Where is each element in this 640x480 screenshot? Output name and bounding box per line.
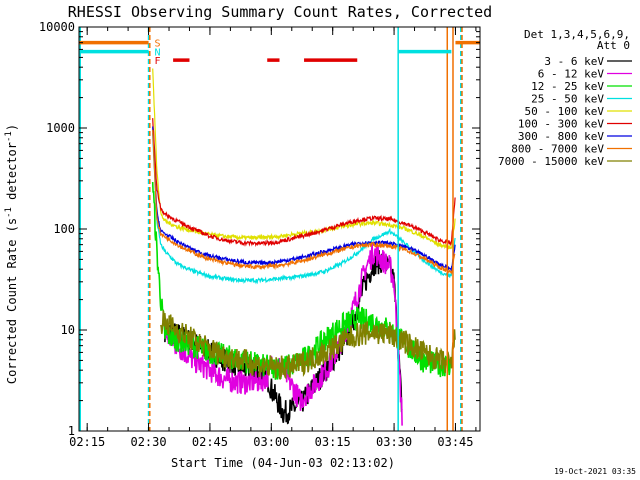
legend-label-9: 7000 - 15000 keV bbox=[498, 155, 604, 168]
y-tick-label-4: 1000 bbox=[46, 121, 75, 135]
y-axis-label: Corrected Count Rate (s-1 detector-1) bbox=[4, 124, 19, 384]
x-axis-label: Start Time (04-Jun-03 02:13:02) bbox=[171, 456, 395, 470]
x-tick-label-1: 02:15 bbox=[69, 435, 105, 449]
y-tick-label-1: 1 bbox=[68, 424, 75, 438]
flag-label-n: N bbox=[155, 48, 161, 59]
x-tick-label-7: 03:45 bbox=[437, 435, 473, 449]
x-tick-label-2: 02:30 bbox=[130, 435, 166, 449]
series-layer bbox=[151, 68, 456, 426]
flag-label-f: F bbox=[155, 56, 161, 67]
legend-label-3: 12 - 25 keV bbox=[531, 80, 604, 93]
y-tick-label-2: 10 bbox=[61, 323, 75, 337]
y-tick-label-3: 100 bbox=[53, 222, 75, 236]
legend-label-7: 300 - 800 keV bbox=[518, 130, 604, 143]
series-line-5 bbox=[152, 68, 456, 250]
legend-label-8: 800 - 7000 keV bbox=[511, 143, 604, 156]
legend-label-5: 50 - 100 keV bbox=[525, 105, 605, 118]
x-tick-label-5: 03:15 bbox=[315, 435, 351, 449]
series-line-6 bbox=[152, 118, 456, 248]
series-line-9 bbox=[160, 310, 456, 380]
legend-header-2: Att 0 bbox=[597, 39, 630, 52]
flag-label-s: S bbox=[155, 39, 161, 50]
legend-label-2: 6 - 12 keV bbox=[538, 68, 605, 81]
legend-label-1: 3 - 6 keV bbox=[544, 55, 604, 68]
y-tick-label-5: 10000 bbox=[39, 20, 75, 34]
series-line-7 bbox=[152, 126, 456, 272]
legend-label-4: 25 - 50 keV bbox=[531, 93, 604, 106]
chart-title: RHESSI Observing Summary Count Rates, Co… bbox=[68, 3, 492, 21]
timestamp-label: 19-Oct-2021 03:35 bbox=[554, 467, 636, 476]
series-line-4 bbox=[152, 133, 456, 285]
legend-header-1: Det 1,3,4,5,6,9, bbox=[524, 28, 630, 41]
x-tick-label-6: 03:30 bbox=[376, 435, 412, 449]
x-tick-label-3: 02:45 bbox=[192, 435, 228, 449]
x-tick-label-4: 03:00 bbox=[253, 435, 289, 449]
series-line-8 bbox=[152, 129, 456, 275]
legend-label-6: 100 - 300 keV bbox=[518, 118, 604, 131]
